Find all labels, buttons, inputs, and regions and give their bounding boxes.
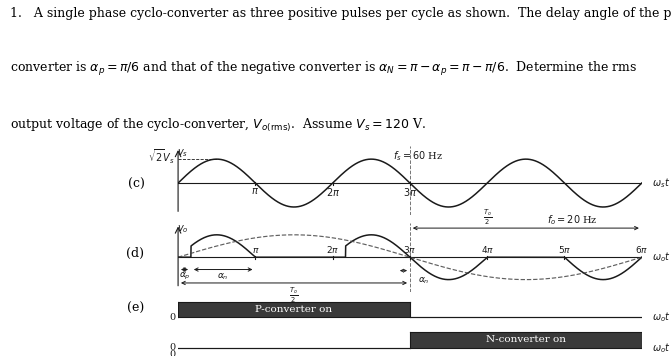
Text: $\alpha_n$: $\alpha_n$ bbox=[418, 275, 429, 286]
Text: $6\pi$: $6\pi$ bbox=[635, 244, 648, 255]
Text: (d): (d) bbox=[126, 247, 144, 260]
Text: $v_s$: $v_s$ bbox=[177, 148, 188, 159]
Text: (c): (c) bbox=[128, 178, 144, 191]
Text: 1.   A single phase cyclo-converter as three positive pulses per cycle as shown.: 1. A single phase cyclo-converter as thr… bbox=[10, 7, 672, 20]
Text: output voltage of the cyclo-converter, $V_{o(\rm rms)}$.  Assume $V_s = 120$ V.: output voltage of the cyclo-converter, $… bbox=[10, 117, 426, 134]
Text: $\alpha_n$: $\alpha_n$ bbox=[217, 271, 229, 282]
Text: $\frac{T_o}{2}$: $\frac{T_o}{2}$ bbox=[482, 207, 492, 227]
Text: $3\pi$: $3\pi$ bbox=[403, 186, 417, 198]
Text: $5\pi$: $5\pi$ bbox=[558, 244, 571, 255]
Text: $4\pi$: $4\pi$ bbox=[480, 244, 494, 255]
Polygon shape bbox=[178, 302, 410, 318]
Text: $2\pi$: $2\pi$ bbox=[326, 244, 339, 255]
Text: $v_o$: $v_o$ bbox=[177, 224, 188, 235]
Text: $\omega_s t$: $\omega_s t$ bbox=[652, 176, 670, 190]
Text: P-converter on: P-converter on bbox=[255, 305, 333, 314]
Text: $3\pi$: $3\pi$ bbox=[403, 244, 417, 255]
Text: $f_o = 20$ Hz: $f_o = 20$ Hz bbox=[547, 213, 597, 227]
Text: $\omega_o t$: $\omega_o t$ bbox=[652, 310, 671, 324]
Text: $\pi$: $\pi$ bbox=[251, 246, 259, 255]
Text: $\omega_o t$: $\omega_o t$ bbox=[652, 250, 671, 264]
Text: $\alpha_p$: $\alpha_p$ bbox=[179, 271, 190, 282]
Text: $f_s = 60$ Hz: $f_s = 60$ Hz bbox=[392, 150, 443, 163]
Text: (e): (e) bbox=[127, 302, 144, 315]
Text: N-converter on: N-converter on bbox=[486, 335, 566, 344]
Text: 0: 0 bbox=[169, 313, 175, 322]
Text: $\frac{T_o}{2}$: $\frac{T_o}{2}$ bbox=[290, 285, 298, 305]
Text: 0: 0 bbox=[169, 343, 175, 352]
Text: $\sqrt{2}V_s$: $\sqrt{2}V_s$ bbox=[148, 148, 175, 166]
Text: $\omega_o t$: $\omega_o t$ bbox=[652, 341, 671, 355]
Text: 0: 0 bbox=[169, 350, 175, 356]
Polygon shape bbox=[410, 332, 642, 348]
Text: $\pi$: $\pi$ bbox=[251, 186, 259, 196]
Text: converter is $\alpha_p = \pi/6$ and that of the negative converter is $\alpha_N : converter is $\alpha_p = \pi/6$ and that… bbox=[10, 60, 637, 78]
Text: $2\pi$: $2\pi$ bbox=[325, 186, 340, 198]
